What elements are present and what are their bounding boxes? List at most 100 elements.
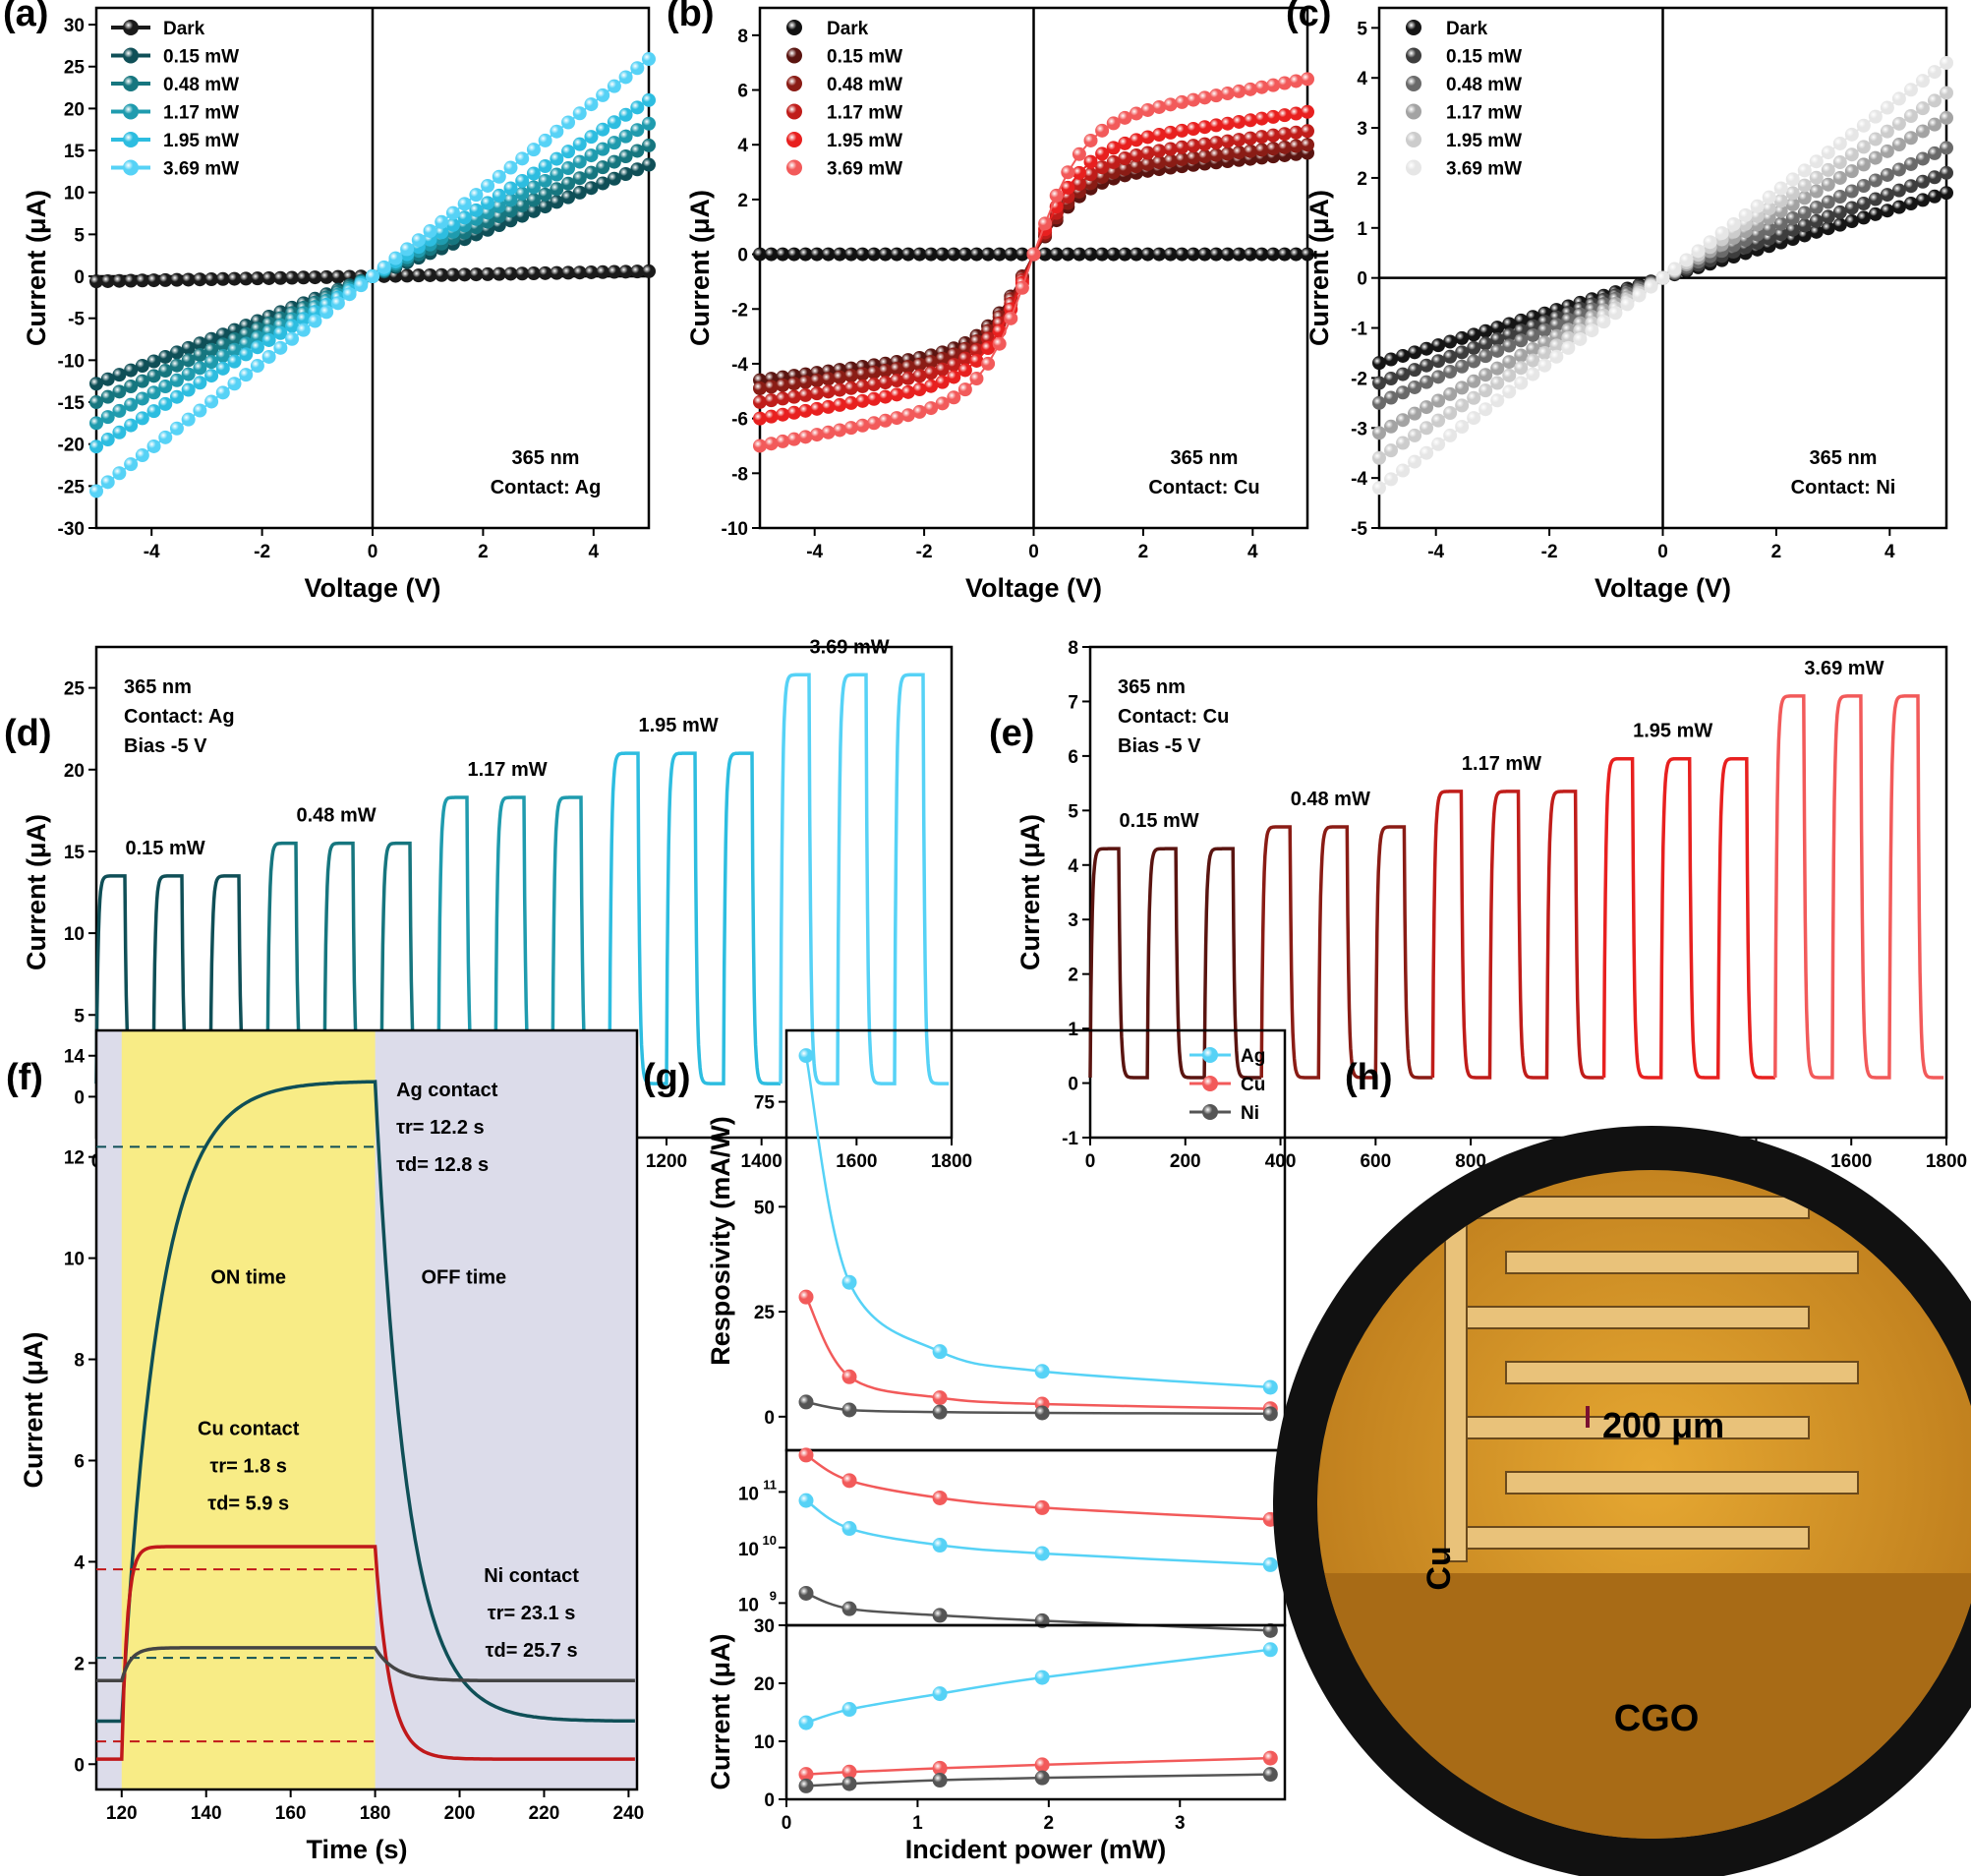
fit-curve-cu [804,1296,1271,1410]
iv-point [1431,354,1446,369]
contact-annotation: Contact: Ag [491,477,602,498]
iv-point [1014,280,1029,295]
data-point-cu [932,1760,948,1776]
iv-point [1266,247,1281,262]
x-tick-label: 1800 [1926,1151,1967,1172]
iv-point [1175,140,1189,154]
iv-point [947,370,961,384]
iv-point [1785,186,1800,201]
iv-point [204,369,219,383]
data-point-ag [1034,1364,1050,1379]
y-tick-label: 5 [1068,801,1078,822]
iv-point [1038,216,1053,231]
iv-point [1526,341,1540,356]
iv-point [1809,184,1824,199]
x-tick-label: 1600 [836,1151,877,1172]
iv-point [1880,124,1894,139]
iv-point [1502,384,1517,399]
iv-point [900,360,915,375]
iv-point [158,272,173,287]
iv-point [1163,97,1178,112]
y-tick-label: 4 [737,136,748,156]
iv-point [957,363,972,378]
legend-label: 3.69 mW [827,159,902,180]
iv-point [843,395,858,410]
y-tick-label: -4 [1351,469,1367,490]
power-label: 0.48 mW [1291,789,1370,810]
legend-marker [786,47,802,64]
iv-point [1301,247,1314,262]
iv-point [867,365,882,380]
iv-point [1915,124,1930,139]
electrode-label: Cu [1420,1546,1458,1590]
iv-point [1467,411,1481,426]
iv-point [776,247,790,262]
y-tick-label: 0 [764,1790,775,1811]
iv-point [1868,173,1883,188]
iv-point [1891,116,1906,131]
data-point-ni [1262,1767,1278,1783]
y-tick-label: 3 [1357,119,1367,140]
iv-point [1301,72,1314,87]
iv-point [957,341,972,356]
iv-point [1384,419,1399,434]
iv-point [158,364,173,379]
iv-point [1106,116,1121,131]
iv-point [890,362,904,377]
y-tick-label: 30 [754,1616,775,1637]
iv-point [204,342,219,357]
data-point-ag [932,1538,948,1554]
x-tick-label: 2 [478,542,489,562]
iv-point [193,272,207,287]
iv-point [1186,150,1200,165]
x-tick-label: -2 [254,542,270,562]
iv-point [89,440,103,454]
iv-point [1049,247,1064,262]
iv-point [776,378,790,392]
iv-point [1209,118,1224,133]
iv-point [1118,247,1132,262]
iv-point [1585,323,1599,338]
y-tick-label: 2 [1068,966,1078,986]
iv-point [1095,169,1110,184]
y-tick-label-base: 10 [738,1484,759,1504]
iv-point [810,401,825,416]
iv-point [1431,338,1446,353]
iv-point [1209,247,1224,262]
iv-point [1186,92,1200,107]
iv-point [821,399,836,414]
iv-point [308,314,322,328]
legend-marker [1202,1076,1218,1091]
iv-point [377,260,391,274]
data-point-cu [1262,1750,1278,1766]
y-tick-label: 10 [64,1250,85,1270]
iv-point [135,411,149,426]
iv-point [135,374,149,388]
data-point-ni [1262,1406,1278,1422]
iv-point [935,396,950,411]
legend-label: Dark [163,19,205,39]
annotation-line: Contact: Cu [1118,706,1229,728]
iv-point [1927,117,1942,132]
rise-time-label: τr= 12.2 s [396,1117,485,1139]
iv-point [1856,210,1871,225]
x-tick-label: 2 [1771,542,1782,562]
legend-label: 3.69 mW [163,159,239,180]
iv-point [1490,361,1505,376]
y-tick-label: 3 [1068,910,1078,931]
iv-point [285,319,300,333]
iv-point [798,387,813,402]
iv-point [1372,356,1386,371]
y-tick-label: -10 [58,351,85,372]
iv-point [1289,125,1304,140]
iv-point [193,361,207,376]
data-point-ag [1034,1670,1050,1685]
iv-point [1856,118,1871,133]
iv-point [296,270,311,285]
iv-point [239,347,254,362]
iv-point [158,396,173,411]
x-tick-label: -4 [806,542,823,562]
iv-point [1408,345,1422,360]
y-tick-label: 12 [64,1148,85,1169]
iv-point [1106,247,1121,262]
